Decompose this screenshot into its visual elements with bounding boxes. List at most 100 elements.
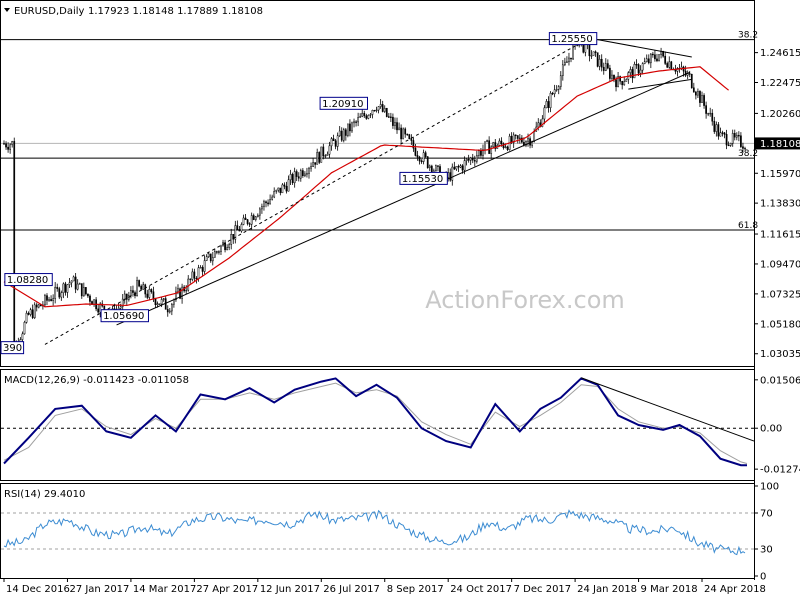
candle-body <box>561 64 564 76</box>
candle-body <box>355 121 357 123</box>
candle-body <box>619 76 621 82</box>
candle-body <box>279 187 282 194</box>
x-axis-label: 24 Jan 2018 <box>577 584 637 595</box>
candle-body <box>218 251 220 253</box>
candle-body <box>295 171 298 177</box>
candle-body <box>521 137 523 143</box>
candle-body <box>31 309 34 318</box>
candle-body <box>379 104 382 107</box>
candle-body <box>246 219 249 224</box>
candle-body <box>160 299 163 305</box>
candle-body <box>404 128 407 135</box>
macd-main-line <box>3 377 747 467</box>
candle-body <box>467 159 470 161</box>
candle-body <box>658 54 660 61</box>
candle-body <box>220 245 222 252</box>
candle-body <box>82 287 85 297</box>
axis-layer: 1.24615 1.22475 1.20260 1.15970 1.13830 1.116… <box>3 48 800 595</box>
candle-body <box>234 225 237 240</box>
candle-body <box>547 101 550 108</box>
candle-body <box>684 70 687 76</box>
candle-body <box>273 191 276 198</box>
price-label-box <box>548 32 598 46</box>
candle-body <box>609 67 611 79</box>
candle-body <box>641 63 644 71</box>
candle-body <box>410 138 413 141</box>
candle-body <box>9 144 12 150</box>
price-layer: 38.2 38.2 61.8 1.25550 1.20910 1.15530 1.08280… <box>0 31 758 355</box>
candle-body <box>312 162 314 167</box>
candle-body <box>158 303 161 305</box>
candle-body <box>418 156 421 162</box>
price-label-box <box>4 273 53 287</box>
candle-body <box>633 64 636 79</box>
candle-body <box>156 303 159 306</box>
candle-body <box>74 276 77 290</box>
candle-body <box>201 267 204 272</box>
candle-body <box>228 244 231 248</box>
candle-body <box>512 134 515 143</box>
x-axis-label: 24 Oct 2017 <box>450 584 512 595</box>
candle-body <box>654 54 656 60</box>
current-price-label: 1.18108 <box>760 139 800 150</box>
price-label: 390 <box>3 343 22 354</box>
candle-body <box>242 217 245 225</box>
candle-body <box>322 146 325 157</box>
macd-layer <box>1 377 755 467</box>
candle-body <box>140 285 143 290</box>
candle-body <box>639 69 642 74</box>
candle-body <box>729 143 732 146</box>
candle-body <box>690 74 693 89</box>
candle-body <box>705 105 707 114</box>
candle-body <box>205 256 208 261</box>
price-axis-label: 1.11615 <box>760 230 800 241</box>
candle-body <box>482 149 484 156</box>
candle-body <box>347 123 349 136</box>
candle-body <box>600 58 603 68</box>
candle-body <box>543 107 546 120</box>
candle-body <box>617 76 619 88</box>
candle-body <box>475 155 478 162</box>
candle-body <box>119 306 122 309</box>
candle-body <box>25 312 28 323</box>
candle-body <box>478 150 480 156</box>
current-price-box <box>755 137 800 150</box>
candle-body <box>261 206 263 210</box>
candle-body <box>473 159 476 162</box>
trendline <box>44 32 598 345</box>
rsi-line <box>3 509 746 556</box>
candle-body <box>717 124 720 137</box>
candle-body <box>604 63 607 71</box>
candle-body <box>426 156 429 169</box>
candle-body <box>72 276 75 282</box>
candle-body <box>453 166 456 170</box>
candle-body <box>506 146 509 150</box>
fib-level-label: 38.2 <box>738 149 758 159</box>
candle-body <box>465 159 468 161</box>
candle-body <box>146 293 149 298</box>
candle-body <box>727 144 730 147</box>
symbol-label: EURUSD,Daily <box>14 6 85 17</box>
candle-body <box>13 141 16 353</box>
candle-body <box>166 309 169 313</box>
candle-body <box>33 304 36 318</box>
trendline <box>116 71 690 326</box>
candle-body <box>324 155 327 157</box>
x-axis-label: 27 Jan 2017 <box>69 584 129 595</box>
candle-body <box>533 131 536 142</box>
candle-body <box>193 271 196 279</box>
candle-body <box>459 165 462 168</box>
candle-body <box>719 132 722 137</box>
macd-trendline <box>581 377 755 442</box>
candle-body <box>643 61 646 64</box>
candle-body <box>549 92 552 108</box>
candle-body <box>735 135 738 138</box>
candle-body <box>244 217 247 220</box>
candle-body <box>254 216 257 220</box>
candle-body <box>259 208 261 216</box>
collapse-arrow-icon <box>4 8 10 12</box>
candle-body <box>230 234 233 245</box>
price-axis-label: 1.09470 <box>760 259 800 270</box>
price-label: 1.05690 <box>103 311 144 322</box>
trendline <box>628 78 692 90</box>
